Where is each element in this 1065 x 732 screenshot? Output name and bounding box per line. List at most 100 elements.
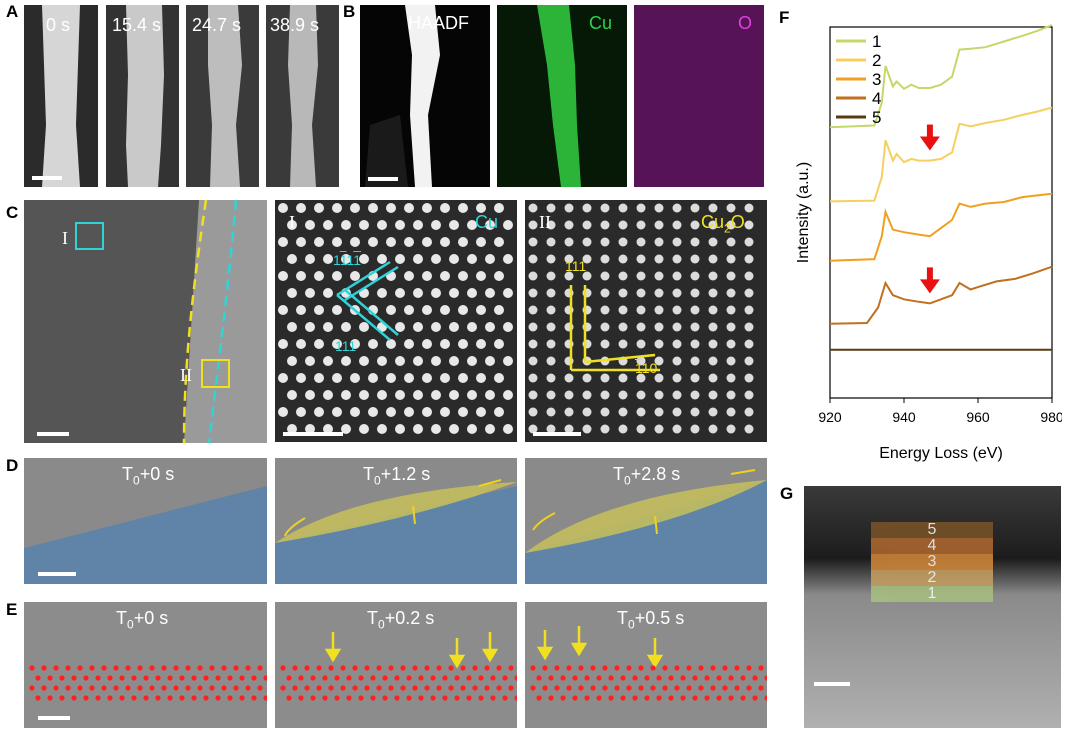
x-tick-label: 980 [1040,409,1062,425]
atom-marker [298,695,304,701]
atom-marker [119,695,125,701]
lattice-atom [546,271,556,281]
atom-marker [668,675,674,681]
lattice-atom [636,356,646,366]
atom-marker [221,685,227,691]
atom-marker [113,685,119,691]
panel-c-oxide-material-label: Cu2O [701,212,745,236]
panel-a-frame-3-image [186,5,259,187]
lattice-atom [618,220,628,230]
atom-marker [257,685,263,691]
atom-marker [746,665,752,671]
atom-marker [83,675,89,681]
atom-marker [484,665,490,671]
lattice-atom [546,322,556,332]
atom-marker [95,675,101,681]
lattice-atom [368,373,378,383]
atom-marker [316,665,322,671]
lattice-atom [377,356,387,366]
lattice-atom [422,305,432,315]
atom-marker [35,675,41,681]
atom-marker [149,665,155,671]
atom-marker [304,685,310,691]
lattice-atom [636,373,646,383]
panel-c-oxide-plane-b: 110 [635,360,658,376]
atom-marker [263,695,267,701]
lattice-atom [305,220,315,230]
lattice-atom [690,373,700,383]
atom-marker [728,695,734,701]
atom-marker [746,685,752,691]
panel-b-cu-label: Cu [589,13,613,33]
atom-marker [173,685,179,691]
lattice-atom [332,305,342,315]
lattice-atom [618,203,628,213]
atom-marker [209,665,215,671]
atom-marker [227,695,233,701]
lattice-atom [582,373,592,383]
lattice-atom [431,254,441,264]
atom-marker [340,685,346,691]
lattice-atom [341,356,351,366]
lattice-atom [708,288,718,298]
lattice-atom [323,254,333,264]
lattice-atom [422,237,432,247]
atom-marker [29,665,35,671]
y-axis-label: Intensity (a.u.) [795,162,812,263]
panel-e-scale-bar [38,716,70,720]
atom-marker [418,675,424,681]
panel-b-haadf-label: HAADF [408,13,470,33]
lattice-atom [726,254,736,264]
plot-frame [829,26,1053,399]
atom-marker [280,665,286,671]
atom-marker [502,675,508,681]
lattice-atom [431,288,441,298]
lattice-atom [546,288,556,298]
lattice-atom [744,339,754,349]
atom-marker [107,675,113,681]
lattice-atom [564,271,574,281]
lattice-atom [654,220,664,230]
lattice-atom [654,237,664,247]
lattice-atom [404,339,414,349]
lattice-atom [386,237,396,247]
lattice-atom [296,203,306,213]
lattice-atom [528,356,538,366]
lattice-atom [546,373,556,383]
atom-marker [560,695,566,701]
lattice-atom [654,390,664,400]
lattice-atom [449,424,459,434]
panel-c-overview-image [24,200,267,443]
atom-marker [340,665,346,671]
lattice-atom [413,322,423,332]
lattice-atom [744,237,754,247]
atom-marker [602,685,608,691]
atom-marker [233,665,239,671]
panel-c-cu-scale-bar [283,432,343,436]
atom-marker [53,665,59,671]
lattice-atom [350,407,360,417]
lattice-atom [582,237,592,247]
lattice-atom [314,271,324,281]
atom-marker [370,675,376,681]
atom-marker [328,685,334,691]
atom-marker [454,675,460,681]
atom-marker [203,695,209,701]
atom-marker [728,675,734,681]
panel-a-frame-4: 38.9 s [266,5,339,187]
panel-d-frame-2-image [275,458,517,584]
lattice-atom [528,254,538,264]
atom-marker [316,685,322,691]
lattice-atom [314,373,324,383]
lattice-atom [636,288,646,298]
panel-c-oxide-scale-bar [533,432,581,436]
atom-marker [530,665,536,671]
atom-marker [566,665,572,671]
panel-label-b: B [343,2,356,21]
atom-marker [632,675,638,681]
panel-d-frame-3: T0+2.8 s [525,458,767,584]
lattice-atom [636,271,646,281]
lattice-atom [546,356,556,366]
panel-c-oxide-lattice-image [525,200,767,442]
lattice-atom [404,203,414,213]
